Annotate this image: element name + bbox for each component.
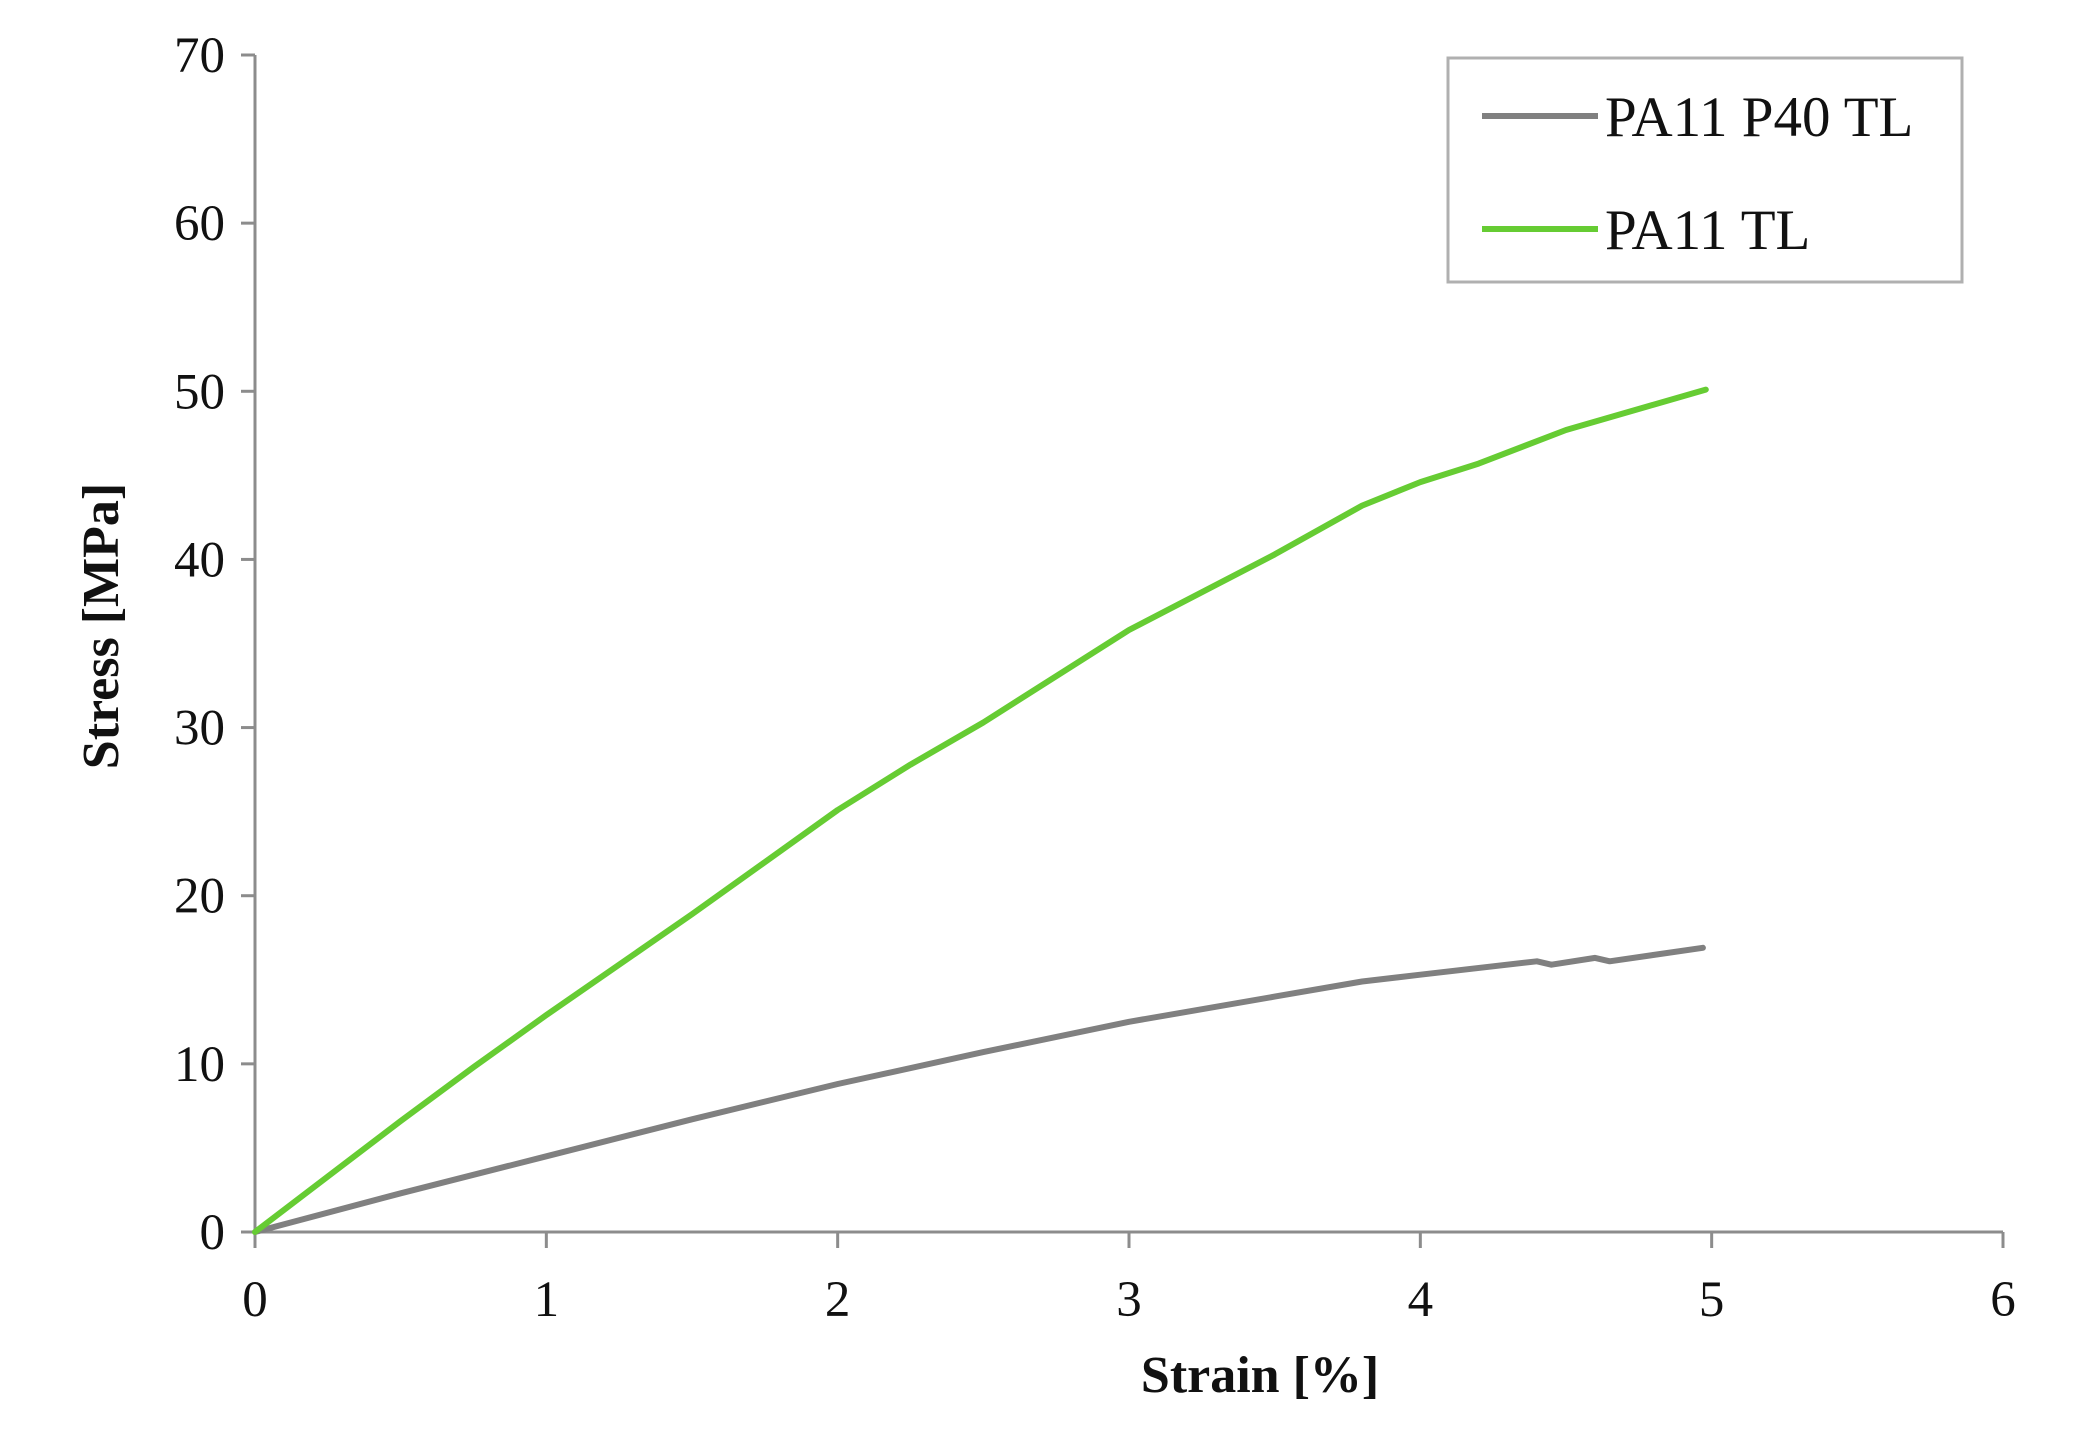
y-tick-label: 20 — [174, 869, 225, 925]
x-tick-label: 5 — [1699, 1272, 1725, 1328]
x-tick-label: 6 — [1990, 1272, 2016, 1328]
x-axis-title: Strain [%] — [1141, 1347, 1379, 1404]
y-tick-label: 60 — [174, 196, 225, 252]
y-tick-label: 0 — [200, 1205, 226, 1261]
y-tick-label: 10 — [174, 1037, 225, 1093]
x-tick-label: 2 — [825, 1272, 851, 1328]
y-tick-label: 40 — [174, 532, 225, 588]
y-tick-label: 70 — [174, 28, 225, 84]
series-lines — [252, 386, 1709, 1235]
series-line-pa11-tl — [252, 386, 1709, 1235]
axes: 0 10 20 30 40 50 60 70 0 1 2 3 4 5 6 — [174, 28, 2016, 1328]
legend-box — [1446, 56, 1964, 284]
y-axis-title: Stress [MPa] — [73, 483, 130, 769]
legend-label-pa11-tl: PA11 TL — [1605, 199, 1810, 262]
x-tick-label: 1 — [534, 1272, 560, 1328]
legend: PA11 P40 TL PA11 TL — [1446, 56, 1964, 284]
x-tick-label: 3 — [1116, 1272, 1142, 1328]
x-tick-label: 0 — [242, 1272, 268, 1328]
series-line-pa11-p40-tl — [252, 944, 1706, 1235]
legend-label-pa11-p40-tl: PA11 P40 TL — [1605, 86, 1913, 149]
y-tick-label: 50 — [174, 364, 225, 420]
x-tick-label: 4 — [1408, 1272, 1434, 1328]
y-tick-label: 30 — [174, 701, 225, 757]
